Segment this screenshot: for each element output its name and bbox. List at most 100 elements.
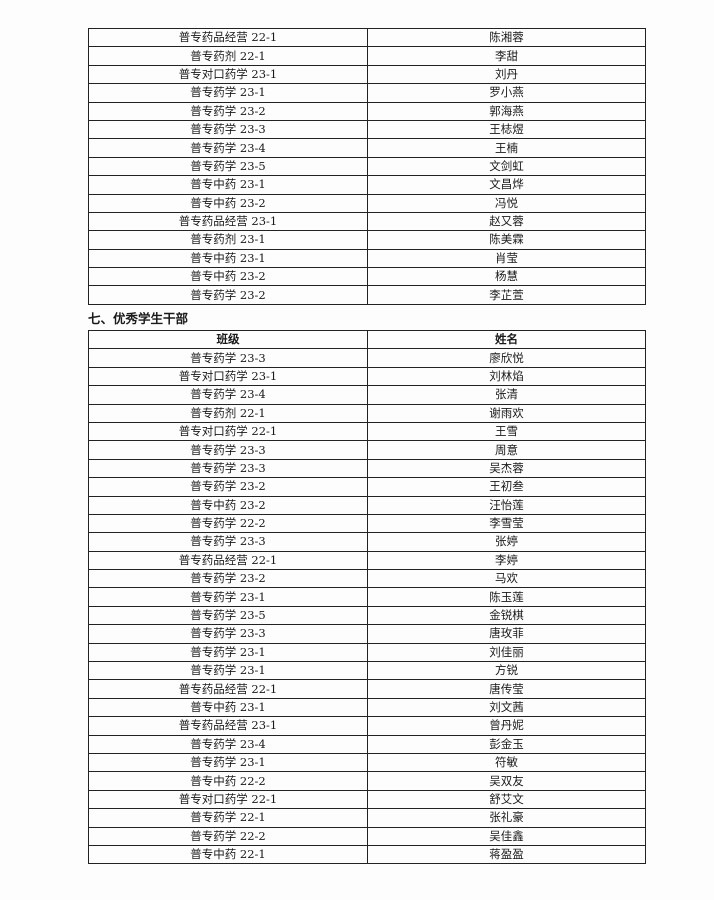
name-cell: 周意 [367,440,646,460]
name-cell: 张清 [367,385,646,405]
table-row: 普专药学 23-3 周意 [88,440,646,460]
class-cell: 普专药学 23-2 [88,569,368,589]
table-row: 普专药学 23-4 王楠 [88,138,646,158]
table-row: 普专中药 23-2 冯悦 [88,193,646,213]
name-cell: 刘文茜 [367,697,646,718]
name-cell: 马欢 [367,569,646,589]
name-cell: 蒋盈盈 [367,844,646,865]
table-row: 普专药品经营 23-1 赵又蓉 [88,211,646,232]
class-cell: 普专药学 22-2 [88,513,368,534]
name-cell: 张婷 [367,532,646,552]
name-cell: 罗小燕 [367,83,646,103]
class-cell: 普专药学 23-3 [88,440,368,460]
name-cell: 吴双友 [367,771,646,791]
table-row: 普专药学 22-2 吴佳鑫 [88,826,646,846]
class-cell: 普专药品经营 22-1 [88,679,368,699]
name-cell: 唐玫菲 [367,624,646,644]
class-cell: 普专药学 23-1 [88,83,368,103]
class-cell: 普专药学 23-4 [88,385,368,405]
class-cell: 普专药学 23-1 [88,752,368,773]
table-row: 普专中药 23-1 肖莹 [88,248,646,269]
name-cell: 刘佳丽 [367,642,646,663]
class-cell: 普专药学 23-1 [88,661,368,681]
class-cell: 普专药学 23-3 [88,532,368,552]
table-row: 普专药学 22-2 李雪莹 [88,513,646,534]
table-row: 普专中药 23-2 杨慧 [88,267,646,287]
name-cell: 汪怡莲 [367,495,646,515]
table-row: 普专药学 23-1 罗小燕 [88,83,646,103]
name-cell: 王梽煜 [367,119,646,140]
name-cell: 彭金玉 [367,734,646,754]
table-row: 普专药学 23-1 方锐 [88,661,646,681]
table-row: 普专药学 23-1 陈玉莲 [88,587,646,607]
class-cell: 普专对口药学 23-1 [88,366,368,387]
class-cell: 普专药学 23-3 [88,119,368,140]
class-cell: 普专中药 22-2 [88,771,368,791]
class-cell: 普专对口药学 22-1 [88,789,368,810]
table-row: 普专药品经营 22-1 李婷 [88,550,646,571]
table-row: 普专药学 23-2 李芷萱 [88,285,646,305]
table-row: 普专对口药学 23-1 刘林焰 [88,366,646,387]
table-row: 普专药剂 22-1 李甜 [88,46,646,66]
name-cell: 李甜 [367,46,646,66]
name-cell: 舒艾文 [367,789,646,810]
table-row: 普专药品经营 22-1 陈湘蓉 [88,27,646,48]
table-row: 普专中药 23-2 汪怡莲 [88,495,646,515]
table-row: 普专药学 23-4 彭金玉 [88,734,646,754]
name-cell: 陈湘蓉 [367,27,646,48]
table-row: 普专药学 23-3 张婷 [88,532,646,552]
name-cell: 刘丹 [367,64,646,85]
class-cell: 普专中药 23-1 [88,697,368,718]
table-row: 普专药学 22-1 张礼豪 [88,808,646,828]
name-cell: 曾丹妮 [367,716,646,736]
name-cell: 方锐 [367,661,646,681]
name-cell: 张礼豪 [367,808,646,828]
class-cell: 普专对口药学 22-1 [88,421,368,442]
class-cell: 普专药学 23-3 [88,458,368,479]
name-cell: 李芷萱 [367,285,646,305]
class-cell: 普专药品经营 23-1 [88,716,368,736]
class-cell: 普专药学 23-5 [88,156,368,177]
name-cell: 冯悦 [367,193,646,213]
class-cell: 普专对口药学 23-1 [88,64,368,85]
class-cell: 普专药学 22-2 [88,826,368,846]
name-cell: 廖欣悦 [367,348,646,368]
class-cell: 普专药剂 23-1 [88,230,368,250]
class-cell: 普专药学 23-4 [88,138,368,158]
name-cell: 李婷 [367,550,646,571]
table-row: 普专药学 23-3 廖欣悦 [88,348,646,368]
table-row: 普专对口药学 22-1 王雪 [88,421,646,442]
class-cell: 普专药学 23-1 [88,642,368,663]
table-row: 普专药学 23-4 张清 [88,385,646,405]
table-row: 普专药品经营 23-1 曾丹妮 [88,716,646,736]
outstanding-student-cadres-table: 班级 姓名 普专药学 23-3 廖欣悦 普专对口药学 23-1 刘林焰 普专药学 23-… [88,329,646,865]
table-header-row: 班级 姓名 [88,329,646,350]
class-cell: 普专中药 23-2 [88,193,368,213]
class-cell: 普专中药 23-1 [88,248,368,269]
class-cell: 普专药剂 22-1 [88,46,368,66]
class-cell: 普专药品经营 23-1 [88,211,368,232]
class-cell: 普专药剂 22-1 [88,403,368,423]
class-cell: 普专药学 23-2 [88,477,368,497]
class-cell: 普专药学 22-1 [88,808,368,828]
table-row: 普专药学 23-5 文剑虹 [88,156,646,177]
name-cell: 王初叁 [367,477,646,497]
class-cell: 普专药学 23-4 [88,734,368,754]
name-cell: 李雪莹 [367,513,646,534]
class-cell: 普专药学 23-2 [88,285,368,305]
name-cell: 吴佳鑫 [367,826,646,846]
table-row: 普专药学 23-3 王梽煜 [88,119,646,140]
class-cell: 普专药学 23-3 [88,624,368,644]
name-cell: 唐传莹 [367,679,646,699]
name-cell: 文昌烨 [367,175,646,195]
class-cell: 普专中药 23-2 [88,267,368,287]
class-cell: 普专中药 23-1 [88,175,368,195]
table-row: 普专药学 23-2 郭海燕 [88,101,646,121]
name-cell: 郭海燕 [367,101,646,121]
name-cell: 王雪 [367,421,646,442]
table-row: 普专药学 23-2 王初叁 [88,477,646,497]
name-cell: 赵又蓉 [367,211,646,232]
name-cell: 陈美霖 [367,230,646,250]
name-cell: 陈玉莲 [367,587,646,607]
